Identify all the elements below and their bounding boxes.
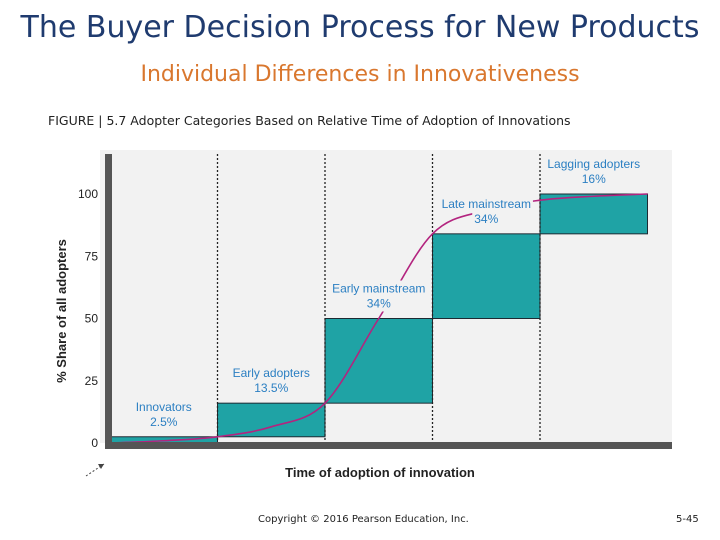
category-share-label: 2.5% (150, 415, 178, 429)
origin-arrow-head (98, 464, 104, 469)
slide-subtitle: Individual Differences in Innovativeness (140, 62, 580, 87)
bar-lagging-adopters (539, 193, 648, 235)
page-number: 5-45 (676, 514, 699, 525)
label-background (364, 295, 394, 312)
category-label: Early mainstream (332, 282, 425, 296)
category-label: Innovators (136, 400, 192, 414)
y-axis-label: % Share of all adopters (54, 239, 69, 383)
y-tick-label: 25 (85, 374, 99, 388)
label-background (545, 156, 643, 172)
label-background (252, 380, 291, 397)
category-label: Lagging adopters (547, 157, 640, 171)
bar-late-mainstream (432, 233, 541, 319)
y-tick-label: 75 (85, 249, 99, 263)
bar-early-mainstream (324, 318, 433, 404)
y-tick-label: 0 (91, 436, 98, 450)
y-axis-line (105, 154, 112, 449)
x-axis-label: Time of adoption of innovation (285, 465, 475, 480)
cumulative-adoption-curve (109, 193, 648, 444)
slide-title: The Buyer Decision Process for New Produ… (20, 10, 700, 45)
label-background (230, 365, 312, 382)
category-share-label: 16% (582, 172, 606, 186)
x-axis-line (105, 442, 672, 449)
category-share-label: 34% (474, 212, 498, 226)
copyright-footer: Copyright © 2016 Pearson Education, Inc. (258, 514, 469, 525)
category-share-label: 13.5% (254, 381, 288, 395)
bar-early-adopters (217, 402, 326, 438)
label-background (472, 210, 501, 227)
label-background (330, 280, 428, 297)
adopter-categories-chart: 0 25 50 75 100 % Share of all adopters Time of… (54, 150, 672, 480)
figure-caption: FIGURE | 5.7 Adopter Categories Based on… (48, 113, 571, 128)
y-tick-label: 100 (78, 187, 98, 201)
label-background (133, 398, 194, 415)
y-tick-label: 50 (85, 312, 99, 326)
category-label: Early adopters (233, 366, 310, 380)
label-background (579, 171, 609, 187)
category-label: Late mainstream (442, 197, 531, 211)
label-background (439, 195, 533, 212)
label-background (148, 413, 180, 430)
category-share-label: 34% (367, 297, 391, 311)
